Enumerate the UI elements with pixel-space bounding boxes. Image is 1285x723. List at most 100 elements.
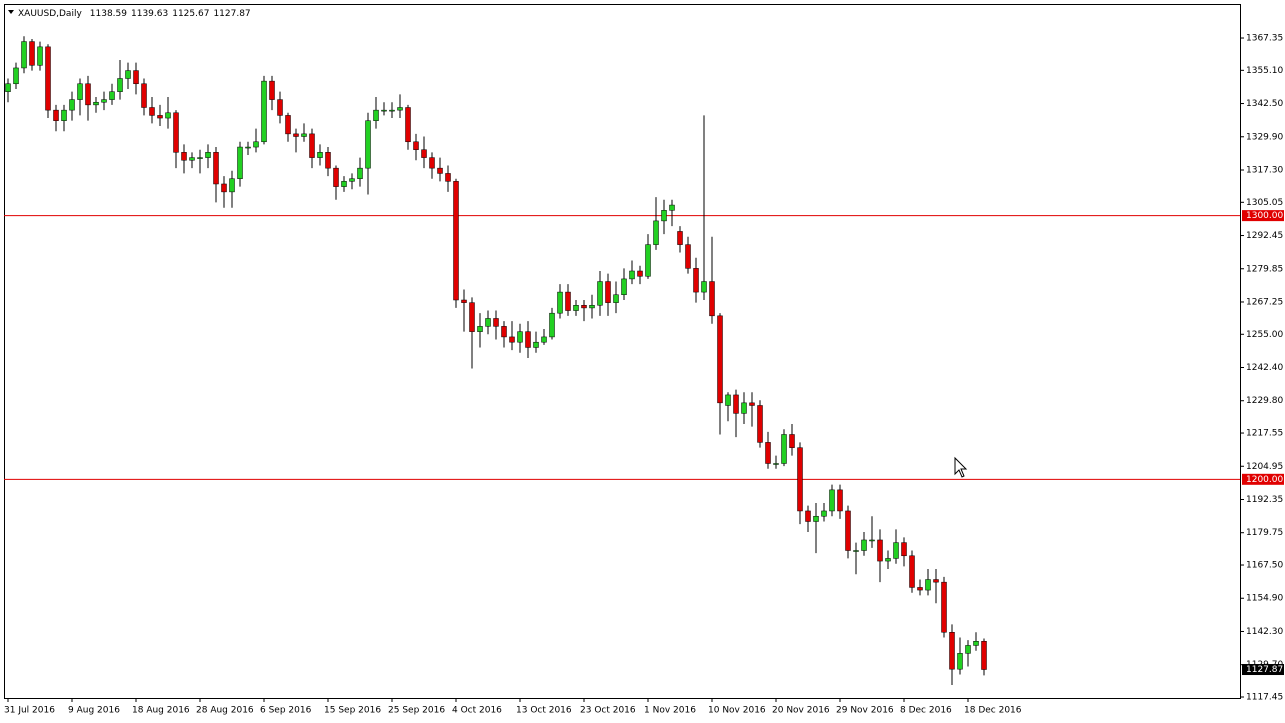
x-tick-label: 13 Oct 2016: [516, 706, 572, 716]
y-tick-label: 1355.10: [1246, 66, 1283, 76]
candle-body: [685, 244, 691, 269]
price-tag: [1242, 473, 1284, 485]
candle-body: [581, 305, 587, 309]
candle-body: [869, 539, 875, 542]
last-price-tag: [1242, 664, 1284, 676]
candle-body: [541, 336, 547, 343]
mouse-cursor: [954, 456, 968, 478]
candle-body: [405, 107, 411, 143]
candle-body: [101, 99, 107, 103]
x-tick-label: 18 Aug 2016: [132, 706, 190, 716]
candle-body: [437, 167, 443, 174]
candle-body: [245, 146, 251, 149]
low: 1125.67: [172, 9, 209, 19]
y-tick-label: 1292.45: [1246, 231, 1283, 241]
candle-body: [725, 394, 731, 406]
price-tag: [1242, 210, 1284, 222]
candle-body: [29, 41, 35, 66]
symbol: XAUUSD,Daily: [18, 9, 82, 19]
last-price-label: 1127.87: [1246, 665, 1283, 675]
candle-body: [317, 152, 323, 158]
candle-body: [677, 231, 683, 245]
candle-body: [789, 434, 795, 448]
candle-body: [749, 402, 755, 406]
y-tick-label: 1329.90: [1246, 132, 1283, 142]
plot-frame: [4, 4, 1241, 699]
candle-body: [773, 463, 779, 465]
candle-body: [861, 539, 867, 551]
x-tick-label: 4 Oct 2016: [452, 706, 502, 716]
candle-body: [525, 331, 531, 348]
candle-body: [781, 434, 787, 464]
candle-body: [637, 270, 643, 277]
price-tag-label: 1200.00: [1246, 475, 1283, 485]
candle-body: [501, 326, 507, 338]
candle-body: [357, 167, 363, 179]
axes: 1367.35 1355.10 1342.50 1329.90 1317.30 1305.…: [4, 34, 1284, 716]
candle-body: [277, 99, 283, 116]
candle-body: [629, 270, 635, 280]
candle-body: [661, 210, 667, 222]
candle-body: [693, 268, 699, 293]
candle-body: [949, 632, 955, 670]
candle-body: [325, 152, 331, 169]
high: 1139.63: [131, 9, 168, 19]
candle-body: [5, 83, 11, 92]
candle-body: [13, 67, 19, 85]
candle-body: [45, 46, 51, 111]
candle-body: [93, 101, 99, 106]
candle-body: [85, 83, 91, 106]
candle-body: [549, 312, 555, 338]
open: 1138.59: [90, 9, 127, 19]
candle-body: [237, 146, 243, 179]
y-tick-label: 1279.85: [1246, 264, 1283, 274]
y-tick-label: 1167.50: [1246, 561, 1283, 571]
y-tick-label: 1367.35: [1246, 34, 1283, 44]
candle-body: [429, 157, 435, 169]
chart-header: XAUUSD,Daily 1138.59 1139.63 1125.67 1127.87: [18, 9, 251, 19]
candle-body: [981, 641, 987, 670]
candle-body: [845, 510, 851, 551]
candle-body: [797, 447, 803, 512]
x-tick-label: 23 Oct 2016: [580, 706, 636, 716]
candle-body: [533, 341, 539, 348]
x-tick-label: 25 Sep 2016: [388, 706, 445, 716]
candle-body: [597, 281, 603, 306]
candle-body: [941, 581, 947, 633]
candle-body: [901, 542, 907, 557]
candle-body: [917, 587, 923, 591]
menu-arrow[interactable]: [8, 10, 14, 14]
candle-body: [125, 70, 131, 79]
candle-body: [733, 394, 739, 414]
x-tick-label: 1 Nov 2016: [644, 706, 696, 716]
candle-body: [141, 83, 147, 108]
candle-body: [485, 318, 491, 327]
candle-body: [341, 181, 347, 187]
candle-body: [565, 291, 571, 311]
candle-body: [165, 112, 171, 119]
candle-body: [837, 489, 843, 512]
candle-body: [381, 109, 387, 112]
x-tick-label: 28 Aug 2016: [196, 706, 254, 716]
candle-body: [517, 331, 523, 343]
candle-body: [461, 299, 467, 303]
plot: [4, 36, 1240, 685]
y-tick-label: 1217.55: [1246, 429, 1283, 439]
y-tick-label: 1154.90: [1246, 594, 1283, 604]
candle-body: [213, 152, 219, 185]
candle-body: [621, 278, 627, 295]
candle-body: [133, 70, 139, 85]
candle-body: [813, 515, 819, 522]
candle-body: [205, 152, 211, 158]
candle-body: [469, 302, 475, 332]
y-tick-label: 1305.05: [1246, 198, 1283, 208]
candle-body: [453, 181, 459, 301]
candle-body: [445, 173, 451, 182]
candle-body: [509, 336, 515, 343]
candle-body: [397, 107, 403, 111]
candle-body: [653, 220, 659, 245]
price-tag-label: 1300.00: [1246, 211, 1283, 221]
y-tick-label: 1229.80: [1246, 396, 1283, 406]
candle-body: [333, 167, 339, 187]
candle-body: [709, 281, 715, 317]
